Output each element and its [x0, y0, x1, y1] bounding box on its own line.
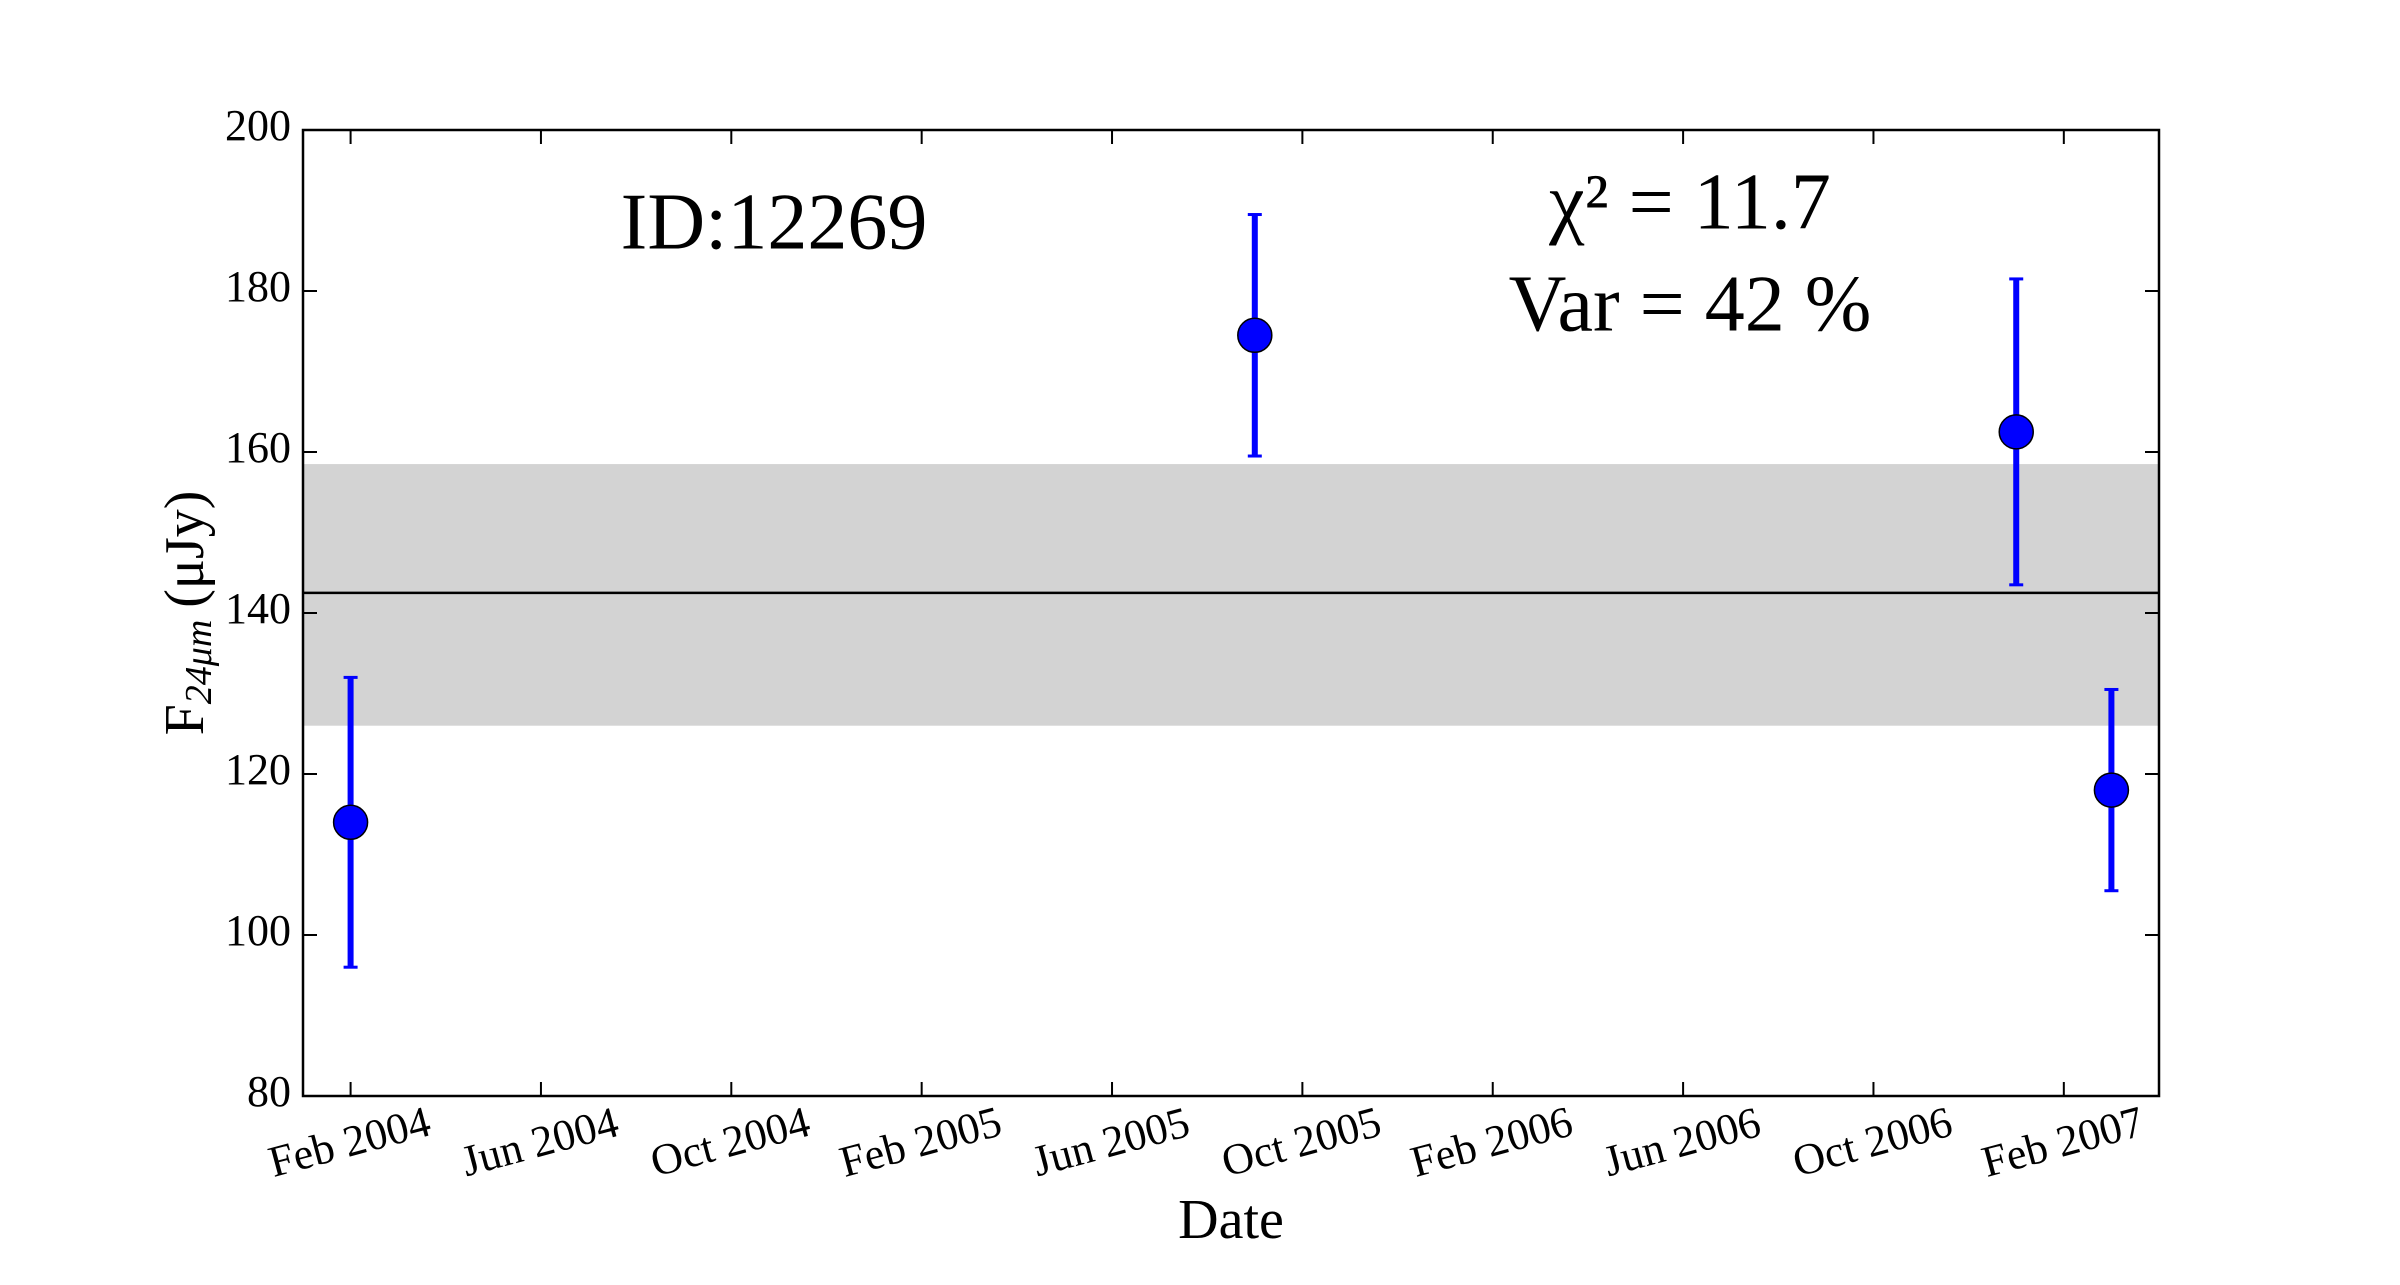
annotation: χ² = 11.7	[1548, 158, 1831, 246]
annotation: Var = 42 %	[1509, 260, 1872, 348]
y-tick-label: 180	[225, 262, 291, 311]
x-tick-label: Oct 2006	[1787, 1097, 1957, 1186]
data-point	[332, 804, 369, 841]
x-tick-label: Feb 2006	[1406, 1097, 1578, 1187]
x-axis-label: Date	[1178, 1189, 1284, 1251]
std-band	[303, 464, 2159, 726]
x-tick-label: Oct 2005	[1216, 1097, 1386, 1186]
plot-frame	[301, 128, 2161, 1098]
data-point	[1998, 414, 2034, 450]
data-point	[2093, 772, 2130, 808]
y-label-unit: (μJy)	[154, 491, 216, 608]
y-tick-label: 160	[225, 423, 291, 472]
x-tick-label: Jun 2005	[1027, 1097, 1194, 1186]
x-tick-label: Oct 2004	[645, 1097, 815, 1186]
x-tick-label: Jun 2004	[456, 1097, 623, 1186]
x-tick-label: Feb 2007	[1977, 1097, 2149, 1187]
y-label-sub: 24μm	[178, 620, 220, 705]
data-point	[1237, 317, 1273, 354]
y-tick-label: 80	[247, 1067, 291, 1116]
y-tick-label: 120	[225, 745, 291, 794]
y-axis-label: F24μm (μJy)	[154, 491, 220, 736]
y-tick-label: 140	[225, 584, 291, 633]
x-tick-label: Feb 2005	[834, 1097, 1006, 1187]
y-tick-label: 100	[225, 906, 291, 955]
y-label-main: F	[154, 704, 216, 735]
x-tick-label: Jun 2006	[1598, 1097, 1765, 1186]
annotation: ID:12269	[621, 178, 928, 266]
y-tick-label: 200	[225, 101, 291, 150]
